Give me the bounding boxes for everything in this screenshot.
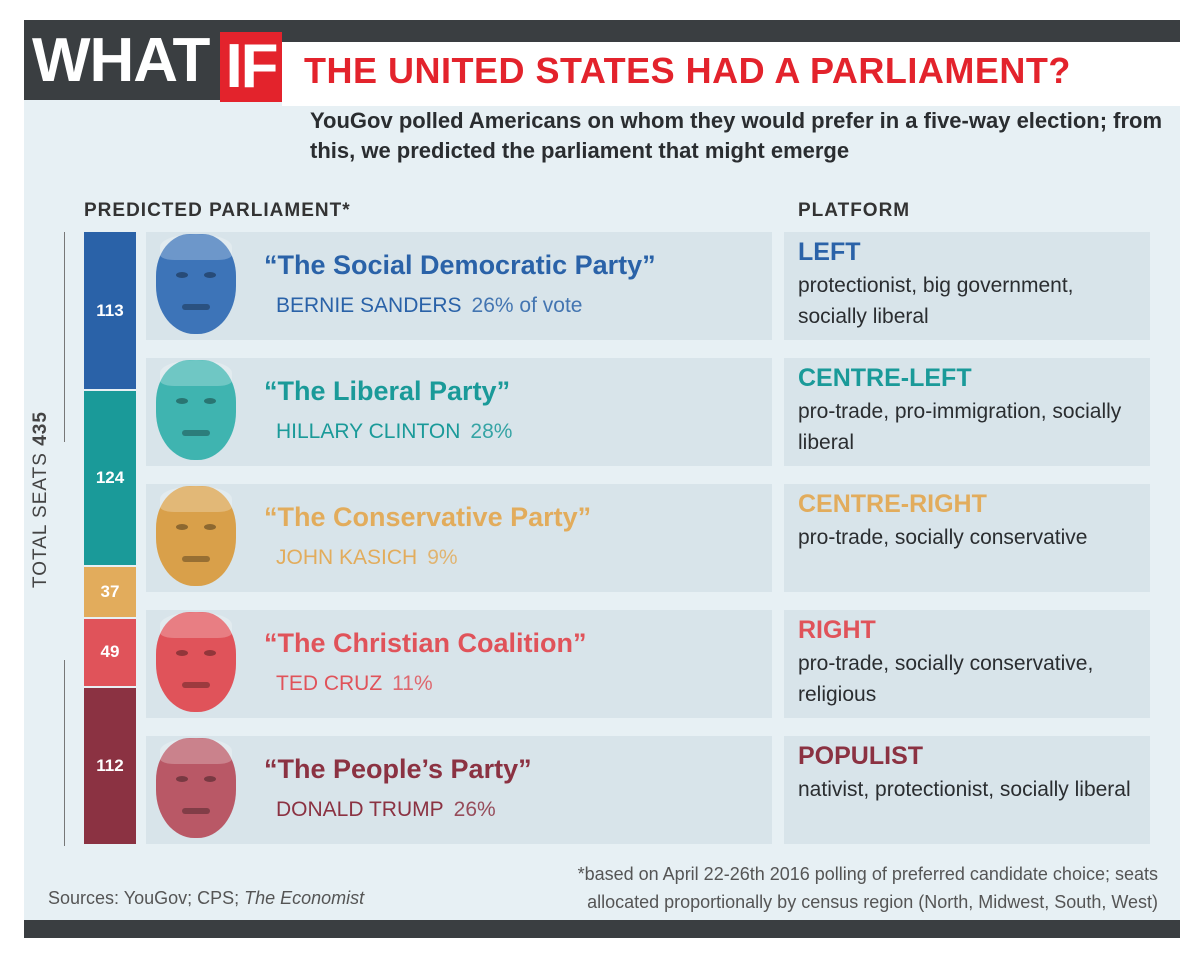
subtitle: YouGov polled Americans on whom they wou… bbox=[310, 108, 1163, 163]
platform-heading: LEFT bbox=[798, 238, 861, 266]
candidate-name: BERNIE SANDERS bbox=[276, 294, 462, 317]
portrait-hair-shape bbox=[160, 612, 232, 638]
platform-heading: RIGHT bbox=[798, 616, 876, 644]
sources-text: Sources: YouGov; CPS; bbox=[48, 888, 245, 908]
candidate: BERNIE SANDERS 26% of vote bbox=[276, 294, 582, 318]
candidate-portrait-icon bbox=[156, 738, 236, 838]
candidate-name: HILLARY CLINTON bbox=[276, 420, 461, 443]
portrait-eye-shape bbox=[204, 776, 216, 782]
seat-count-label: 49 bbox=[100, 642, 120, 662]
portrait-eye-shape bbox=[204, 524, 216, 530]
axis-line-top bbox=[64, 232, 65, 442]
portrait-eye-shape bbox=[176, 650, 188, 656]
headline-band bbox=[282, 42, 1180, 106]
platform-description: protectionist, big government, socially … bbox=[798, 274, 1074, 328]
platform-heading: CENTRE-RIGHT bbox=[798, 490, 987, 518]
if-box: IF bbox=[220, 32, 282, 102]
candidate-portrait-icon bbox=[156, 612, 236, 712]
portrait-eye-shape bbox=[176, 524, 188, 530]
axis-line-bottom bbox=[64, 660, 65, 846]
vote-share: 9% bbox=[427, 546, 458, 569]
candidate-portrait-icon bbox=[156, 360, 236, 460]
seat-count-label: 112 bbox=[96, 755, 124, 775]
portrait-eye-shape bbox=[204, 650, 216, 656]
seat-bar-segment bbox=[84, 618, 136, 686]
portrait-eye-shape bbox=[176, 398, 188, 404]
headline: THE UNITED STATES HAD A PARLIAMENT? bbox=[304, 50, 1071, 91]
portrait-mouth-shape bbox=[182, 304, 210, 310]
platform-row-bg bbox=[784, 610, 1150, 718]
footnote: *based on April 22-26th 2016 polling of … bbox=[577, 864, 1158, 912]
platform-description: pro-trade, pro-immigration, socially lib… bbox=[798, 400, 1122, 454]
footer-bar bbox=[24, 920, 1180, 938]
party-row-bg bbox=[146, 232, 772, 340]
party-name: “The Social Democratic Party” bbox=[264, 250, 656, 280]
portrait-eye-shape bbox=[204, 398, 216, 404]
platform-description: pro-trade, socially conservative, religi… bbox=[798, 652, 1094, 706]
party-name: “The Liberal Party” bbox=[264, 376, 511, 406]
seat-count-label: 37 bbox=[100, 581, 120, 601]
vote-share: 28% bbox=[470, 420, 513, 443]
portrait-mouth-shape bbox=[182, 682, 210, 688]
section-platform: PLATFORM bbox=[798, 200, 911, 221]
candidate-portrait-icon bbox=[156, 486, 236, 586]
portrait-mouth-shape bbox=[182, 808, 210, 814]
platform-row-bg bbox=[784, 232, 1150, 340]
seat-bar-segment bbox=[84, 566, 136, 617]
seat-count-label: 113 bbox=[96, 300, 124, 320]
vote-share: 26% of vote bbox=[471, 294, 583, 317]
total-seats-value: 435 bbox=[30, 411, 51, 446]
portrait-mouth-shape bbox=[182, 556, 210, 562]
portrait-hair-shape bbox=[160, 234, 232, 260]
seat-bar-segment bbox=[84, 232, 136, 390]
candidate-name: DONALD TRUMP bbox=[276, 798, 444, 821]
portrait-eye-shape bbox=[204, 272, 216, 278]
candidate-name: TED CRUZ bbox=[276, 672, 383, 695]
party-row-bg bbox=[146, 736, 772, 844]
portrait-hair-shape bbox=[160, 738, 232, 764]
what-label: WHAT bbox=[32, 26, 210, 95]
candidate: DONALD TRUMP 26% bbox=[276, 798, 496, 822]
seat-count-label: 124 bbox=[95, 468, 125, 487]
seat-bar-segment bbox=[84, 687, 136, 844]
section-predicted-parliament: PREDICTED PARLIAMENT* bbox=[84, 200, 351, 221]
platform-heading: POPULIST bbox=[798, 742, 924, 770]
portrait-hair-shape bbox=[160, 486, 232, 512]
platform-description: nativist, protectionist, socially libera… bbox=[798, 778, 1131, 801]
sources: Sources: YouGov; CPS; The Economist bbox=[48, 888, 364, 909]
platform-heading: CENTRE-LEFT bbox=[798, 364, 972, 392]
portrait-eye-shape bbox=[176, 272, 188, 278]
vote-share: 11% bbox=[392, 672, 433, 695]
candidate-portrait-icon bbox=[156, 234, 236, 334]
party-row-bg bbox=[146, 610, 772, 718]
vote-share: 26% bbox=[453, 798, 496, 821]
platform-row-bg bbox=[784, 484, 1150, 592]
total-seats-prefix: TOTAL SEATS bbox=[30, 452, 51, 588]
party-name: “The People’s Party” bbox=[264, 754, 532, 784]
candidate: JOHN KASICH 9% bbox=[276, 546, 458, 570]
infographic-frame: WHAT IF THE UNITED STATES HAD A PARLIAME… bbox=[24, 20, 1180, 938]
portrait-eye-shape bbox=[176, 776, 188, 782]
sources-publication: The Economist bbox=[244, 888, 365, 908]
portrait-hair-shape bbox=[160, 360, 232, 386]
candidate: HILLARY CLINTON 28% bbox=[276, 420, 512, 444]
if-label: IF bbox=[225, 32, 278, 101]
platform-description: pro-trade, socially conservative bbox=[798, 526, 1088, 549]
total-seats-label: TOTAL SEATS 435 bbox=[30, 411, 52, 588]
platform-row-bg bbox=[784, 736, 1150, 844]
platform-row-bg bbox=[784, 358, 1150, 466]
party-row-bg bbox=[146, 484, 772, 592]
seat-bar-segment bbox=[84, 391, 136, 565]
party-row-bg bbox=[146, 358, 772, 466]
party-name: “The Christian Coalition” bbox=[264, 628, 587, 658]
party-name: “The Conservative Party” bbox=[264, 502, 592, 532]
candidate-name: JOHN KASICH bbox=[276, 546, 418, 569]
portrait-mouth-shape bbox=[182, 430, 210, 436]
candidate: TED CRUZ 11% bbox=[276, 672, 433, 696]
